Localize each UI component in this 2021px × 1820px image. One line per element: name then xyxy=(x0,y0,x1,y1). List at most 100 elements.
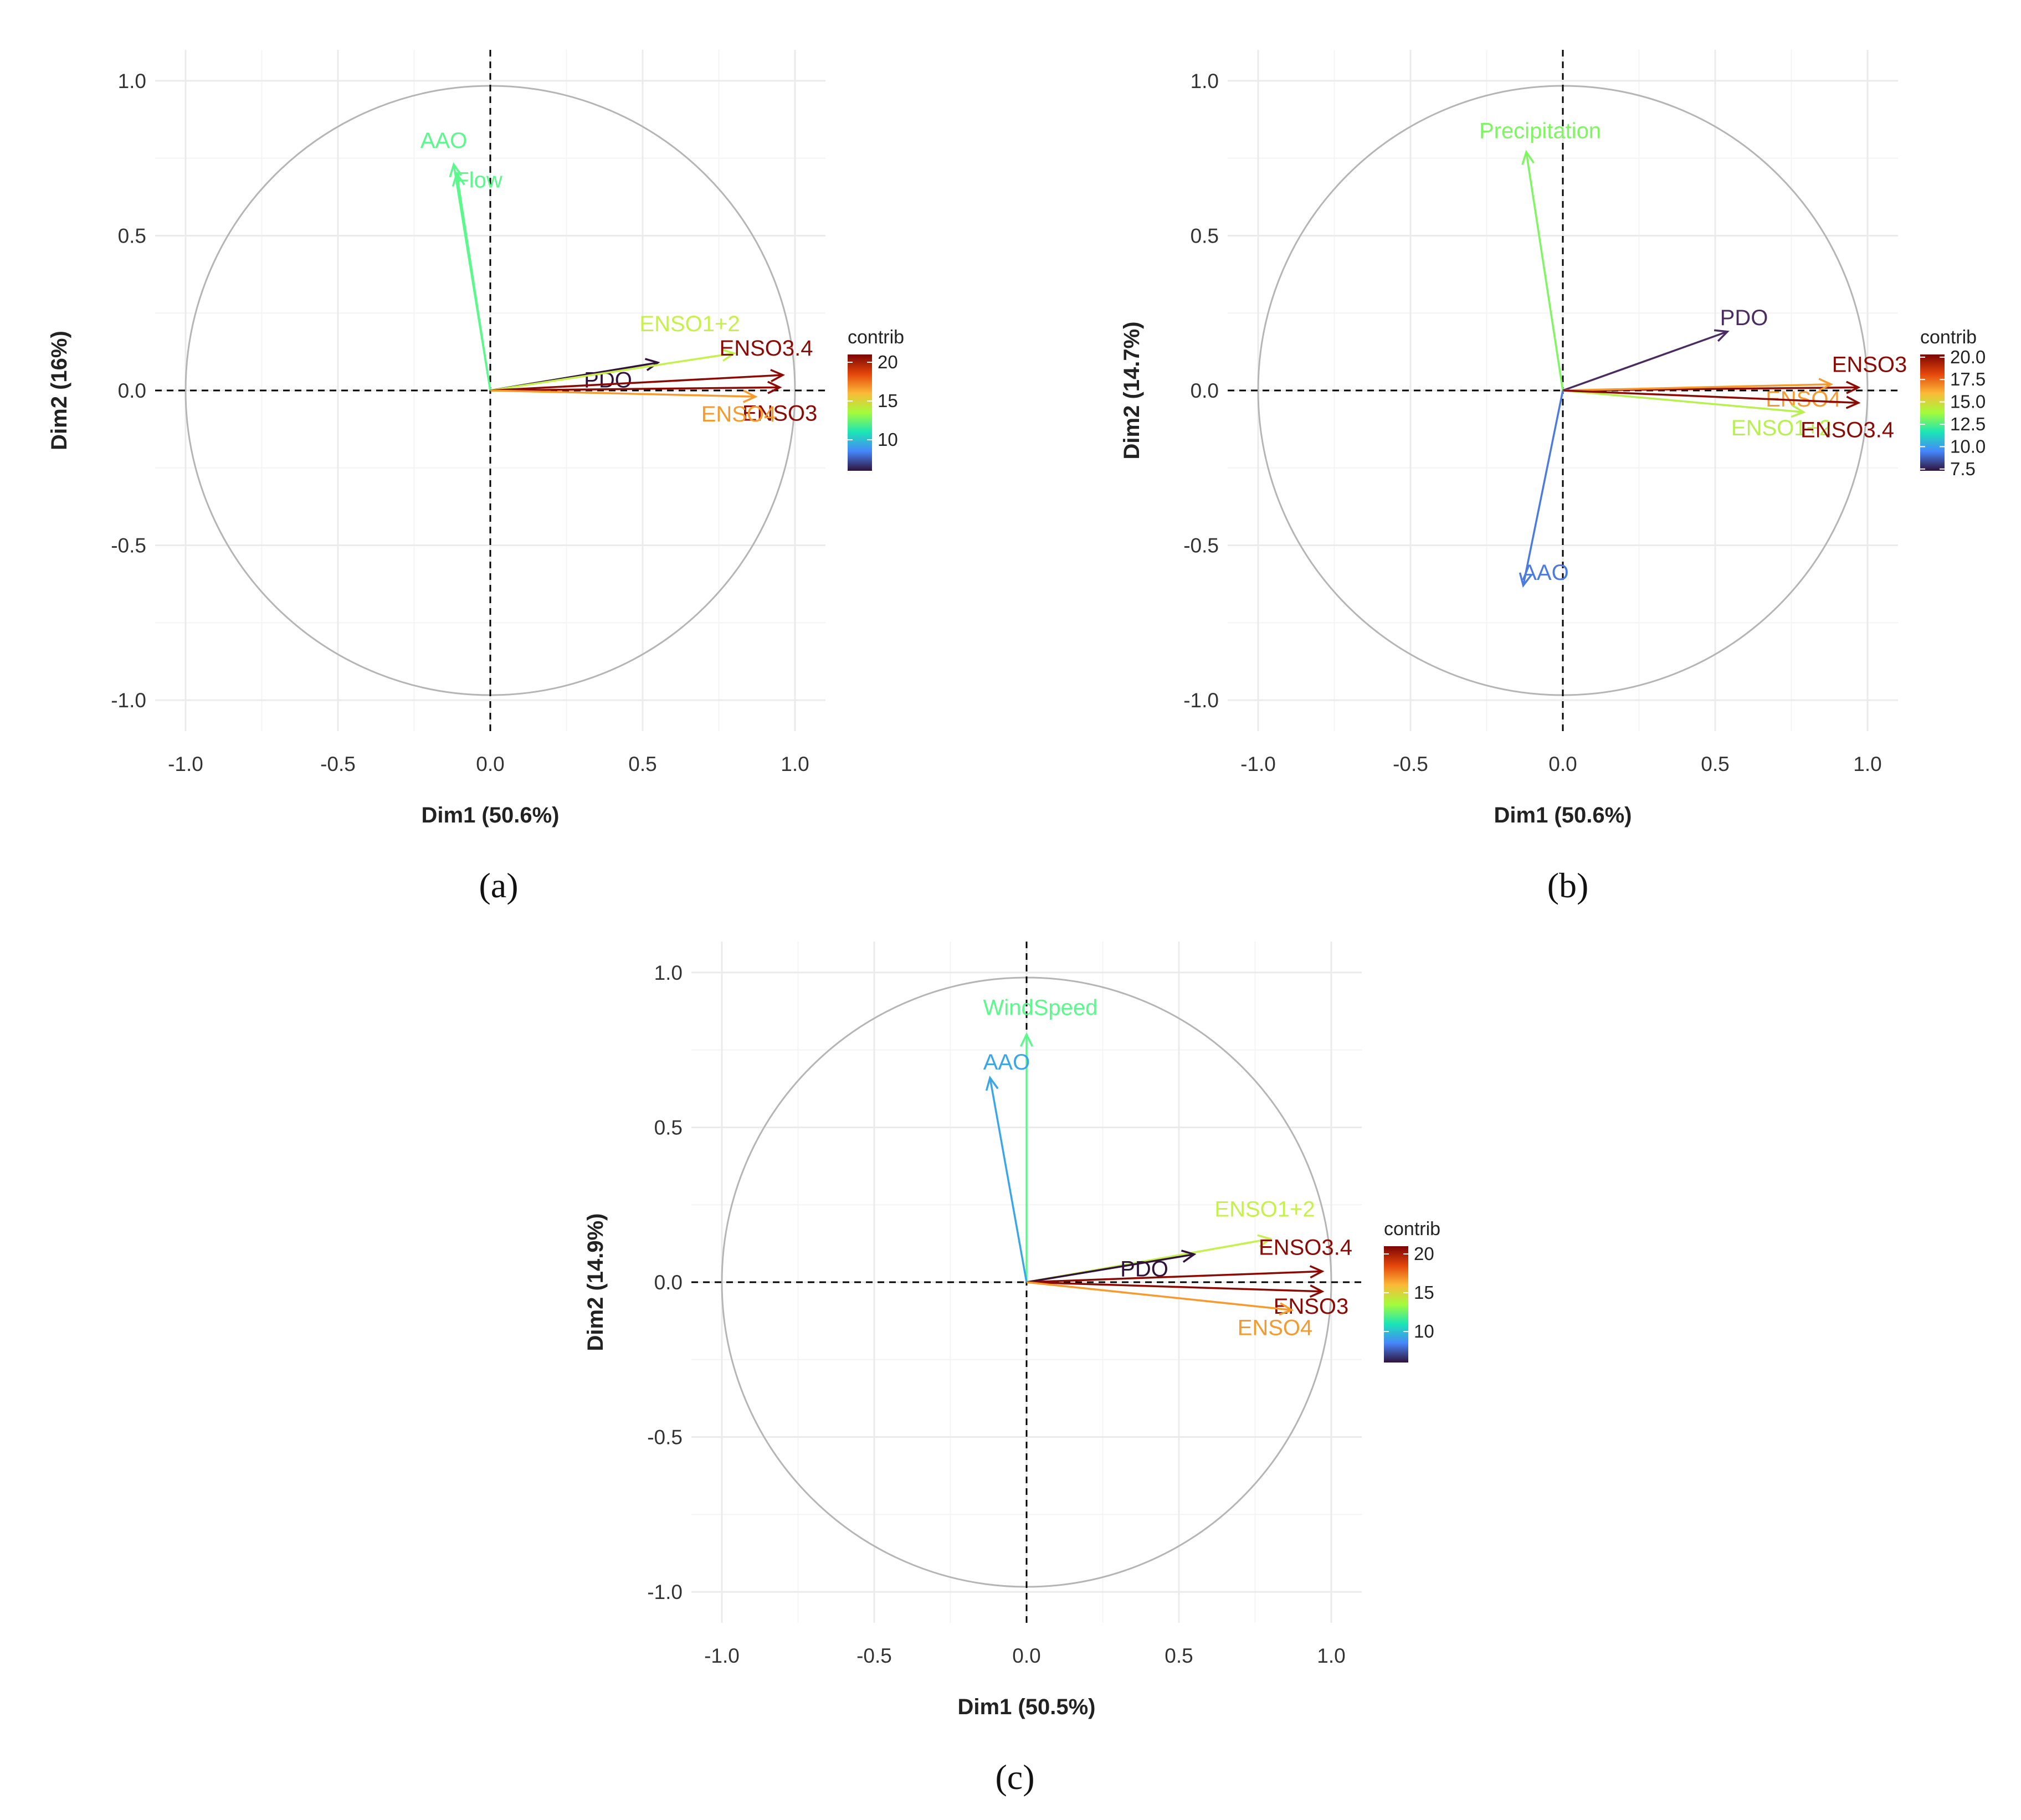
label-enso4: ENSO4 xyxy=(1238,1315,1313,1340)
arrow-enso4 xyxy=(1026,1281,1292,1312)
y-tick-label: -0.5 xyxy=(1183,534,1219,557)
arrow-head xyxy=(1019,1032,1034,1047)
arrow-precipitation xyxy=(1525,152,1564,391)
colorbar-tick-label: 15.0 xyxy=(1950,392,1986,412)
y-tick-label: 0.5 xyxy=(654,1116,683,1139)
arrow-head xyxy=(1845,395,1861,409)
colorbar xyxy=(1920,354,1945,471)
x-axis-title: Dim1 (50.5%) xyxy=(958,1695,1096,1719)
y-axis-title: Dim2 (14.9%) xyxy=(583,1214,608,1351)
arrow-pdo xyxy=(1026,1253,1194,1283)
legend: contrib 20 15 10 xyxy=(1384,1219,1440,1363)
y-axis-title: Dim2 (16%) xyxy=(47,331,71,450)
colorbar-tick-label: 7.5 xyxy=(1950,459,1976,479)
colorbar xyxy=(1384,1246,1408,1363)
colorbar-tick-label: 10.0 xyxy=(1950,436,1986,456)
arrow-head xyxy=(1791,404,1806,418)
label-aao: AAO xyxy=(1522,561,1568,585)
panel-a-caption: (a) xyxy=(479,866,518,905)
y-tick-label: 0.0 xyxy=(1191,379,1219,402)
arrow-head xyxy=(770,369,786,383)
legend-title: contrib xyxy=(1384,1219,1440,1240)
arrow-enso3-4 xyxy=(1026,1270,1322,1283)
arrow-enso4 xyxy=(490,389,756,398)
arrow-head xyxy=(1181,1250,1197,1263)
label-aao: AAO xyxy=(983,1050,1030,1074)
arrow-enso1-2 xyxy=(1562,389,1804,413)
arrow-head xyxy=(1309,1284,1325,1298)
y-tick-label: 1.0 xyxy=(1191,70,1219,92)
y-tick-label: -0.5 xyxy=(647,1426,683,1449)
colorbar-tick-label: 20 xyxy=(878,352,898,372)
colorbar-tick-label: 20.0 xyxy=(1950,347,1986,367)
arrow-head xyxy=(1714,329,1730,342)
arrow-flow xyxy=(455,173,491,391)
x-axis-title: Dim1 (50.6%) xyxy=(422,803,560,827)
arrow-enso3 xyxy=(490,386,780,392)
colorbar xyxy=(848,354,872,471)
x-tick-label: 0.0 xyxy=(1548,753,1577,775)
x-tick-label: -0.5 xyxy=(320,753,356,775)
y-tick-label: -0.5 xyxy=(111,534,146,557)
x-tick-label: 1.0 xyxy=(1317,1644,1345,1667)
arrow-aao xyxy=(989,1077,1028,1283)
y-tick-label: -1.0 xyxy=(1183,689,1219,712)
x-tick-label: 0.0 xyxy=(1012,1644,1040,1667)
panel-c-caption: (c) xyxy=(995,1757,1034,1797)
arrow-head xyxy=(449,162,463,178)
label-enso4: ENSO4 xyxy=(701,402,777,426)
colorbar-tick-label: 15 xyxy=(1414,1282,1434,1303)
x-tick-label: 0.5 xyxy=(628,753,656,775)
y-tick-label: 0.0 xyxy=(118,379,146,402)
arrow-enso3-4 xyxy=(490,374,783,392)
arrow-head xyxy=(1309,1265,1325,1279)
arrow-head xyxy=(721,348,736,362)
panel-b: -1.0 -0.5 0.0 0.5 1.0 -1.0 -0.5 0.0 0.5 1.0 Dim1 (… xyxy=(1120,50,1986,827)
label-pdo: PDO xyxy=(1720,306,1768,330)
arrow-head xyxy=(1521,150,1535,165)
panel-a: -1.0 -0.5 0.0 0.5 1.0 -1.0 -0.5 0.0 0.5 1.0 Dim1 (… xyxy=(47,50,904,827)
colorbar-tick-label: 15 xyxy=(878,390,898,411)
y-tick-label: -1.0 xyxy=(647,1581,683,1603)
x-tick-label: 0.5 xyxy=(1701,753,1729,775)
arrow-head xyxy=(1846,381,1861,394)
y-tick-label: 0.5 xyxy=(1191,224,1219,247)
label-enso3-4: ENSO3.4 xyxy=(720,336,813,361)
y-tick-label: -1.0 xyxy=(111,689,146,712)
x-tick-label: -1.0 xyxy=(168,753,203,775)
x-tick-label: 0.0 xyxy=(476,753,504,775)
colorbar-tick-label: 20 xyxy=(1414,1243,1434,1264)
y-tick-label: 0.5 xyxy=(118,224,146,247)
x-tick-label: -1.0 xyxy=(704,1644,740,1667)
y-axis-title: Dim2 (14.7%) xyxy=(1120,322,1144,460)
arrow-head xyxy=(742,389,758,403)
panel-c: -1.0 -0.5 0.0 0.5 1.0 -1.0 -0.5 0.0 0.5 1.0 Dim1 (… xyxy=(583,942,1440,1719)
label-enso1-2: ENSO1+2 xyxy=(639,312,740,336)
arrow-pdo xyxy=(1562,331,1728,392)
label-enso1-2: ENSO1+2 xyxy=(1731,416,1832,440)
arrow-head xyxy=(1257,1234,1273,1248)
arrow-head xyxy=(644,358,660,371)
x-tick-label: -0.5 xyxy=(856,1644,892,1667)
x-tick-label: 1.0 xyxy=(1853,753,1881,775)
arrow-head xyxy=(1818,378,1834,392)
label-enso3: ENSO3 xyxy=(1832,352,1907,377)
colorbar-tick-label: 17.5 xyxy=(1950,369,1986,389)
x-axis-title: Dim1 (50.6%) xyxy=(1494,803,1632,827)
colorbar-tick-label: 12.5 xyxy=(1950,414,1986,434)
x-tick-label: 1.0 xyxy=(781,753,809,775)
panel-b-caption: (b) xyxy=(1547,866,1589,905)
arrow-head xyxy=(452,171,465,187)
x-tick-label: -0.5 xyxy=(1393,753,1428,775)
arrow-head xyxy=(985,1076,999,1091)
legend-title: contrib xyxy=(848,327,904,348)
y-tick-label: 0.0 xyxy=(654,1271,683,1294)
arrow-head xyxy=(1519,572,1532,588)
arrow-enso1-2 xyxy=(490,352,735,392)
arrow-enso4 xyxy=(1562,383,1832,392)
arrow-enso3-4 xyxy=(1562,389,1859,404)
label-aao: AAO xyxy=(420,128,467,153)
arrow-head xyxy=(1279,1302,1294,1316)
